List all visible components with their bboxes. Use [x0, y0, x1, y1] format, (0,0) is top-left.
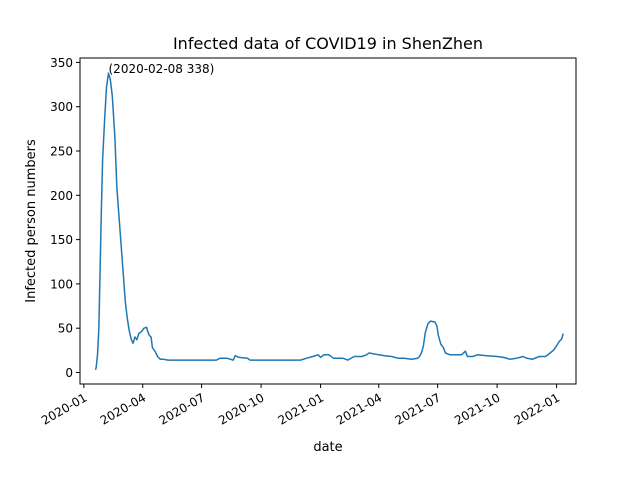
axes-frame: [79, 57, 577, 385]
series-line-0: [94, 72, 564, 370]
y-axis-label: Infected person numbers: [24, 139, 39, 303]
peak-annotation: (2020-02-08 338): [109, 62, 215, 76]
y-tick-label: 350: [50, 56, 73, 70]
y-tick-label: 50: [58, 322, 73, 336]
y-tick-label: 300: [50, 100, 73, 114]
y-tick-label: 0: [65, 366, 73, 380]
x-axis-label: date: [313, 440, 342, 455]
y-axis: 0 50 100 150 200 250 300 350: [50, 56, 80, 380]
y-tick-label: 250: [50, 145, 73, 159]
plot-area: (2020-02-08 338): [94, 62, 564, 370]
chart-title: Infected data of COVID19 in ShenZhen: [173, 34, 483, 53]
y-tick-label: 200: [50, 189, 73, 203]
y-tick-label: 150: [50, 233, 73, 247]
y-tick-label: 100: [50, 277, 73, 291]
